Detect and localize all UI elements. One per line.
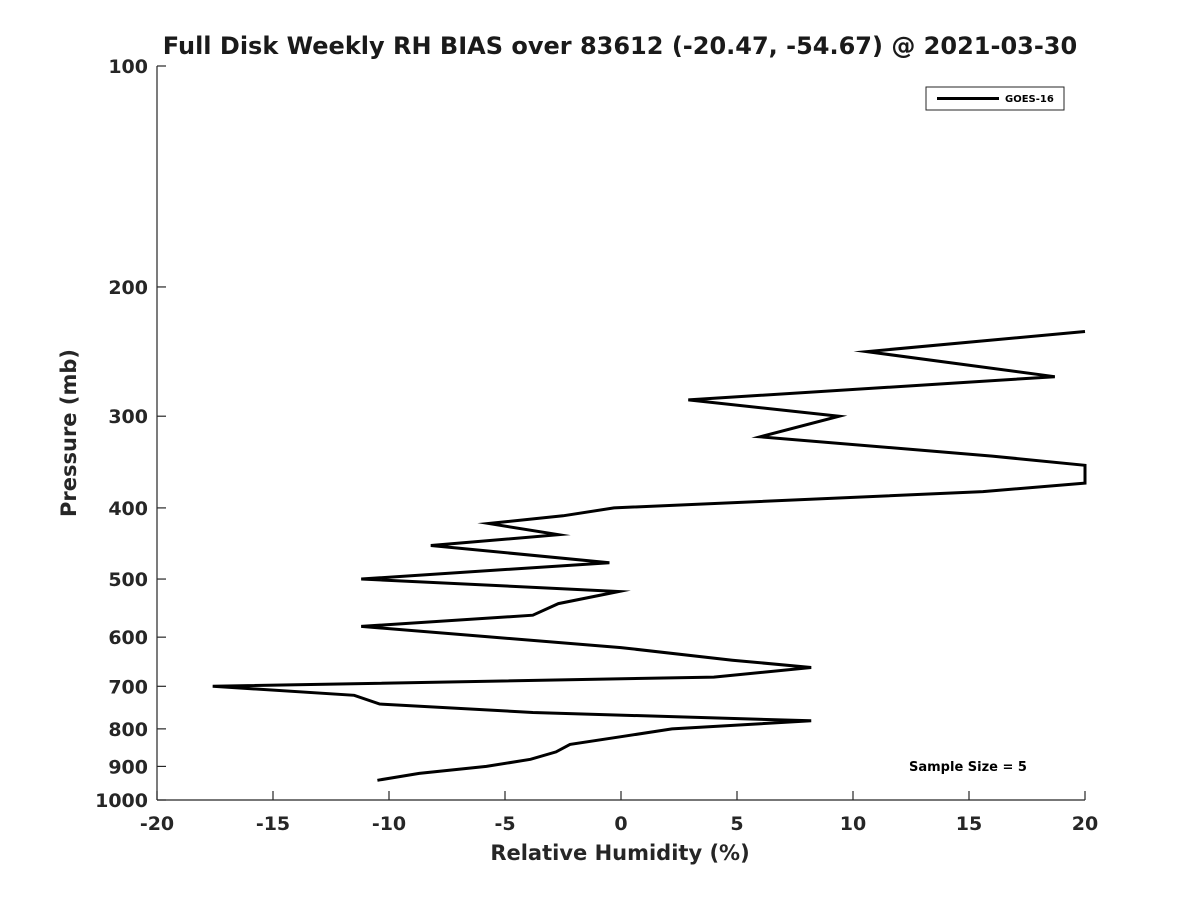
x-tick-label: 10 <box>840 813 866 835</box>
x-tick-label: 5 <box>730 813 743 835</box>
x-tick-label: -10 <box>372 813 406 835</box>
sample-size-annotation: Sample Size = 5 <box>909 760 1027 775</box>
y-tick-label: 700 <box>108 676 148 698</box>
y-axis-label: Pressure (mb) <box>57 349 81 517</box>
y-tick-label: 900 <box>108 756 148 778</box>
y-tick-label: 400 <box>108 498 148 520</box>
x-axis-ticks: -20 -15 -10 -5 0 5 10 15 20 <box>140 791 1098 835</box>
y-axis-ticks: 100 200 300 400 500 600 700 800 900 1000 <box>95 56 166 812</box>
y-tick-label: 200 <box>108 277 148 299</box>
legend-label-goes-16: GOES-16 <box>1005 94 1054 105</box>
x-tick-label: -20 <box>140 813 174 835</box>
x-tick-label: -5 <box>494 813 515 835</box>
series-layer <box>212 330 1087 782</box>
x-tick-label: 15 <box>956 813 982 835</box>
series-line-goes-16 <box>212 330 1087 782</box>
x-tick-label: -15 <box>256 813 290 835</box>
y-tick-label: 500 <box>108 569 148 591</box>
y-tick-label: 300 <box>108 406 148 428</box>
y-tick-label: 100 <box>108 56 148 78</box>
x-tick-label: 20 <box>1072 813 1098 835</box>
x-axis-label: Relative Humidity (%) <box>490 841 749 865</box>
y-tick-label: 800 <box>108 719 148 741</box>
y-tick-label: 600 <box>108 627 148 649</box>
plot-area: -20 -15 -10 -5 0 5 10 15 20 100 200 300 400 500 600 70… <box>95 56 1098 835</box>
legend: GOES-16 <box>925 86 1065 111</box>
y-tick-label: 1000 <box>95 790 148 812</box>
chart-title: Full Disk Weekly RH BIAS over 83612 (-20… <box>163 32 1077 60</box>
x-tick-label: 0 <box>614 813 627 835</box>
